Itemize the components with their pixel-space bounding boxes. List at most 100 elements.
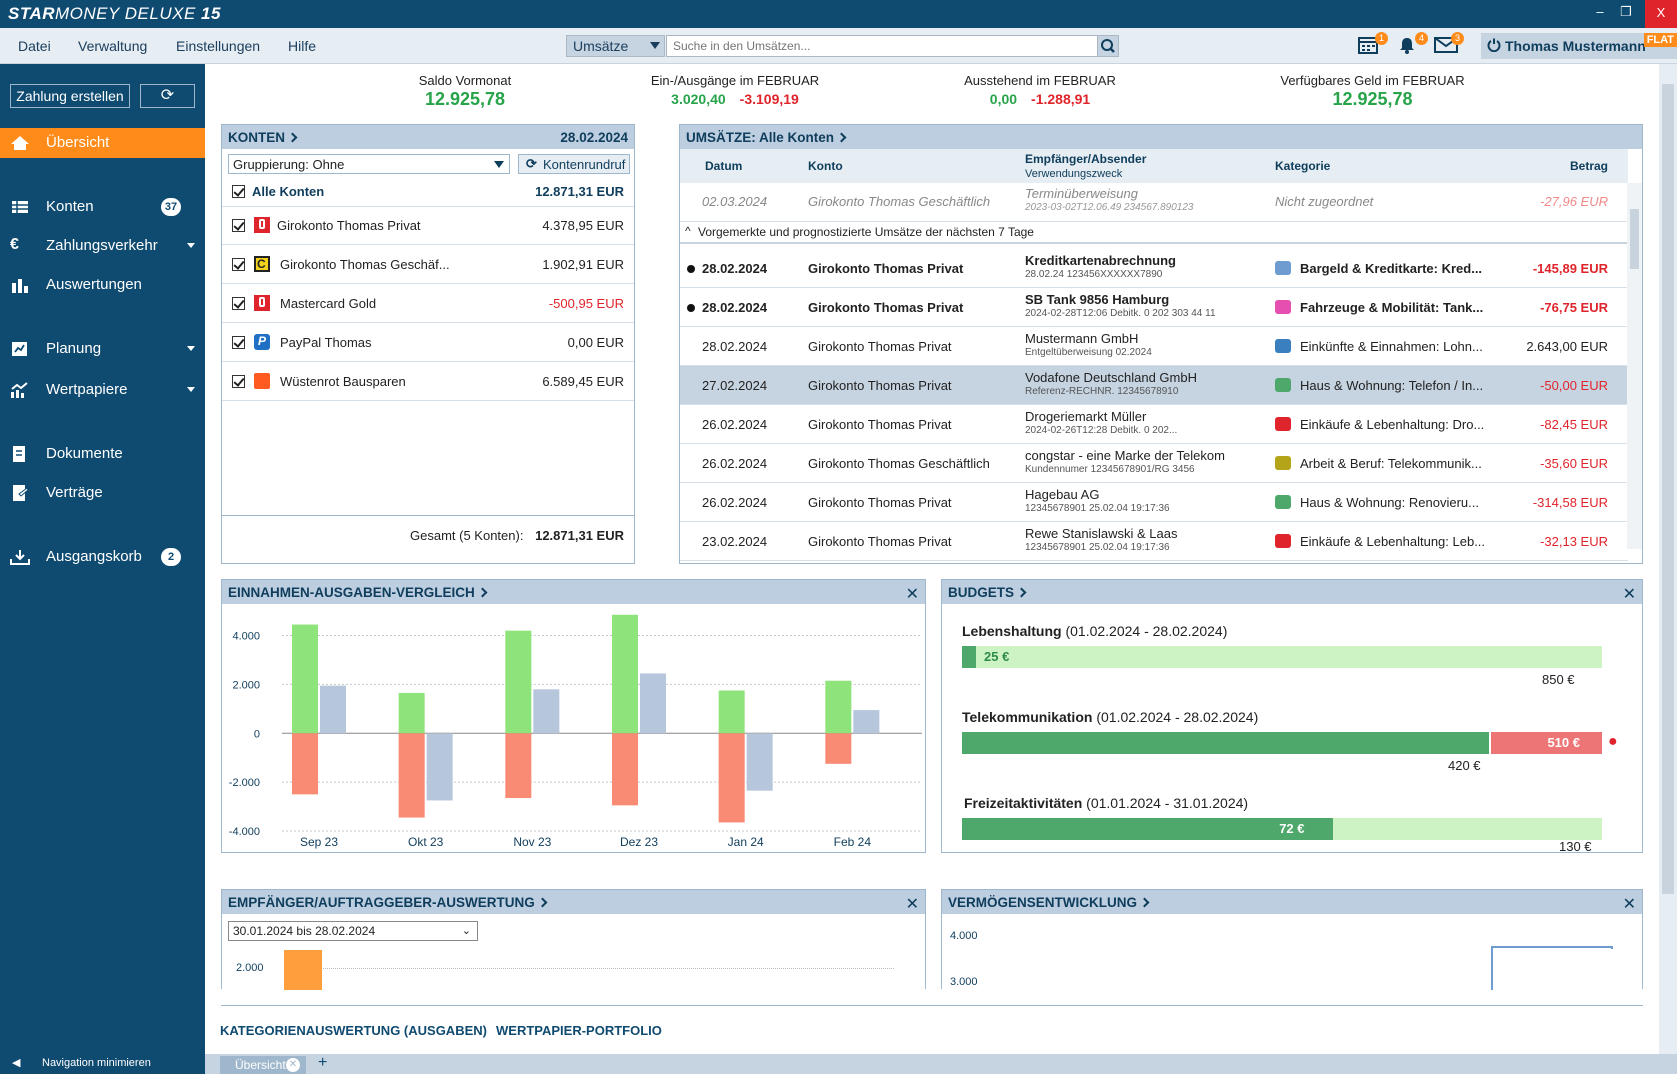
accounts-icon (12, 201, 28, 213)
checkbox[interactable] (232, 219, 245, 232)
col-datum[interactable]: Datum (705, 159, 743, 173)
chart-bar[interactable] (853, 710, 880, 734)
minimize-window-button[interactable]: – (1596, 4, 1604, 19)
sidebar-item-wertpapiere[interactable]: Wertpapiere (0, 375, 205, 405)
close-icon[interactable]: ✕ (286, 1058, 300, 1072)
user-button[interactable]: Thomas Mustermann FLAT (1481, 33, 1677, 59)
chart-bar[interactable] (284, 950, 322, 990)
close-icon[interactable]: ✕ (1622, 896, 1636, 913)
table-row[interactable]: 27.02.2024 Girokonto Thomas Privat Vodafon… (680, 366, 1628, 405)
table-row[interactable]: 26.02.2024 Girokonto Thomas Privat Hagebau… (680, 483, 1628, 522)
account-row-all[interactable]: Alle Konten 12.871,31 EUR (222, 177, 634, 207)
table-row[interactable]: 28.02.2024 Girokonto Thomas Privat Kreditk… (680, 249, 1628, 288)
chart-bar[interactable] (320, 685, 346, 734)
menu-einstellungen[interactable]: Einstellungen (176, 38, 261, 54)
chart-header[interactable]: EINNAHMEN-AUSGABEN-VERGLEICH ✕ (222, 580, 925, 604)
account-row[interactable]: C Girokonto Thomas Geschäf... 1.902,91 E… (222, 246, 634, 284)
table-row[interactable]: 23.02.2024 Girokonto Thomas Privat Rewe St… (680, 522, 1628, 561)
checkbox[interactable] (232, 336, 245, 349)
chart-bar[interactable] (825, 733, 852, 764)
search-input[interactable] (666, 35, 1098, 57)
chart-bar[interactable] (292, 624, 318, 734)
chart-bar[interactable] (825, 680, 852, 734)
power-icon (1487, 38, 1501, 52)
link-wertpapier-portfolio[interactable]: WERTPAPIER-PORTFOLIO (496, 1023, 662, 1038)
sidebar-item-ausgangskorb[interactable]: Ausgangskorb 2 (0, 542, 205, 572)
calendar-button[interactable]: 1 (1358, 32, 1388, 56)
budget-bar[interactable]: 25 € (962, 646, 1602, 668)
restore-window-button[interactable]: ❐ (1620, 4, 1632, 19)
budget-bar[interactable]: 72 € (962, 818, 1602, 840)
sidebar-item-zahlungsverkehr[interactable]: € Zahlungsverkehr (0, 231, 205, 261)
sidebar-item-uebersicht[interactable]: Übersicht (0, 128, 205, 158)
table-row[interactable]: 26.02.2024 Girokonto Thomas Geschäftlich c… (680, 444, 1628, 483)
table-row[interactable]: 28.02.2024 Girokonto Thomas Privat SB Tank… (680, 288, 1628, 327)
checkbox[interactable] (232, 375, 245, 388)
search-scope-select[interactable]: Umsätze (566, 35, 665, 57)
chart-bar[interactable] (640, 673, 666, 734)
chart-bar[interactable] (292, 733, 318, 795)
col-kategorie[interactable]: Kategorie (1275, 159, 1331, 173)
chart-bar[interactable] (746, 733, 773, 791)
chart-bar[interactable] (505, 630, 532, 734)
tx-konto: Girokonto Thomas Privat (808, 534, 952, 549)
checkbox[interactable] (232, 258, 245, 271)
chart-bar[interactable] (426, 733, 453, 801)
sidebar-item-auswertungen[interactable]: Auswertungen (0, 270, 205, 300)
menu-datei[interactable]: Datei (18, 38, 51, 54)
menu-verwaltung[interactable]: Verwaltung (78, 38, 148, 54)
chart-bar[interactable] (612, 614, 638, 734)
chart-bar[interactable] (398, 733, 425, 818)
table-row[interactable]: 28.02.2024 Girokonto Thomas Privat Musterm… (680, 327, 1628, 366)
tx-empf: Kreditkartenabrechnung 28.02.24 123456XXX… (1025, 253, 1176, 280)
sidebar-item-planung[interactable]: Planung (0, 334, 205, 364)
col-betrag[interactable]: Betrag (1569, 159, 1608, 173)
kontenrundruf-button[interactable]: ⟳ Kontenrundruf (518, 154, 630, 174)
page-scrollbar[interactable] (1659, 64, 1677, 1054)
umsaetze-header[interactable]: UMSÄTZE: Alle Konten (680, 125, 1642, 149)
col-konto[interactable]: Konto (808, 159, 843, 173)
transactions-scrollbar[interactable] (1627, 183, 1642, 549)
add-tab-button[interactable]: + (318, 1054, 328, 1071)
messages-button[interactable]: 3 (1434, 32, 1464, 56)
col-empfaenger[interactable]: Empfänger/Absender Verwendungszweck (1025, 152, 1147, 180)
checkbox[interactable] (232, 297, 245, 310)
navigation-minimize-button[interactable]: ◀ Navigation minimieren (12, 1057, 151, 1069)
date-range-select[interactable]: 30.01.2024 bis 28.02.2024 ⌄ (228, 921, 478, 941)
tab-uebersicht[interactable]: Übersicht ✕ (220, 1056, 306, 1074)
account-row[interactable]: P PayPal Thomas 0,00 EUR (222, 324, 634, 362)
refresh-icon: ⟳ (526, 156, 537, 171)
sidebar-item-vertraege[interactable]: Verträge (0, 478, 205, 508)
chart-bar[interactable] (718, 690, 745, 734)
close-icon[interactable]: ✕ (905, 896, 919, 913)
sync-button[interactable]: ⟳ (140, 84, 195, 108)
account-row[interactable]: Girokonto Thomas Privat 4.378,95 EUR (222, 207, 634, 245)
chart-bar[interactable] (505, 733, 532, 799)
checkbox[interactable] (232, 185, 245, 198)
chart-bar[interactable] (398, 692, 425, 734)
budget-bar[interactable]: 510 € (962, 732, 1602, 754)
close-icon[interactable]: ✕ (1622, 586, 1636, 603)
chart-bar[interactable] (612, 733, 638, 806)
budgets-header[interactable]: BUDGETS ✕ (942, 580, 1642, 604)
grouping-select[interactable]: Gruppierung: Ohne (228, 154, 510, 174)
chart-bar[interactable] (718, 733, 745, 823)
sidebar-item-dokumente[interactable]: Dokumente (0, 439, 205, 469)
table-row-planned[interactable]: 02.03.2024 Girokonto Thomas Geschäftlich… (680, 183, 1628, 222)
table-row[interactable]: 26.02.2024 Girokonto Thomas Privat Drogeri… (680, 405, 1628, 444)
notifications-button[interactable]: 4 (1398, 32, 1428, 56)
link-kategorienauswertung[interactable]: KATEGORIENAUSWERTUNG (AUSGABEN) (220, 1023, 487, 1038)
sidebar-item-konten[interactable]: Konten 37 (0, 192, 205, 222)
empfaenger-header[interactable]: EMPFÄNGER/AUFTRAGGEBER-AUSWERTUNG ✕ (222, 890, 925, 914)
chart-bar[interactable] (533, 689, 560, 734)
close-icon[interactable]: ✕ (905, 586, 919, 603)
vermoegen-header[interactable]: VERMÖGENSENTWICKLUNG ✕ (942, 890, 1642, 914)
search-button[interactable] (1097, 35, 1119, 57)
create-payment-button[interactable]: Zahlung erstellen (10, 84, 130, 108)
account-row[interactable]: Wüstenrot Bausparen 6.589,45 EUR (222, 363, 634, 401)
konten-header[interactable]: KONTEN 28.02.2024 (222, 125, 634, 149)
menu-hilfe[interactable]: Hilfe (288, 38, 317, 54)
account-row[interactable]: Mastercard Gold -500,95 EUR (222, 285, 634, 323)
close-window-button[interactable]: X (1645, 0, 1677, 28)
planned-note[interactable]: ^ Vorgemerkte und prognostizierte Umsätze… (680, 222, 1628, 244)
